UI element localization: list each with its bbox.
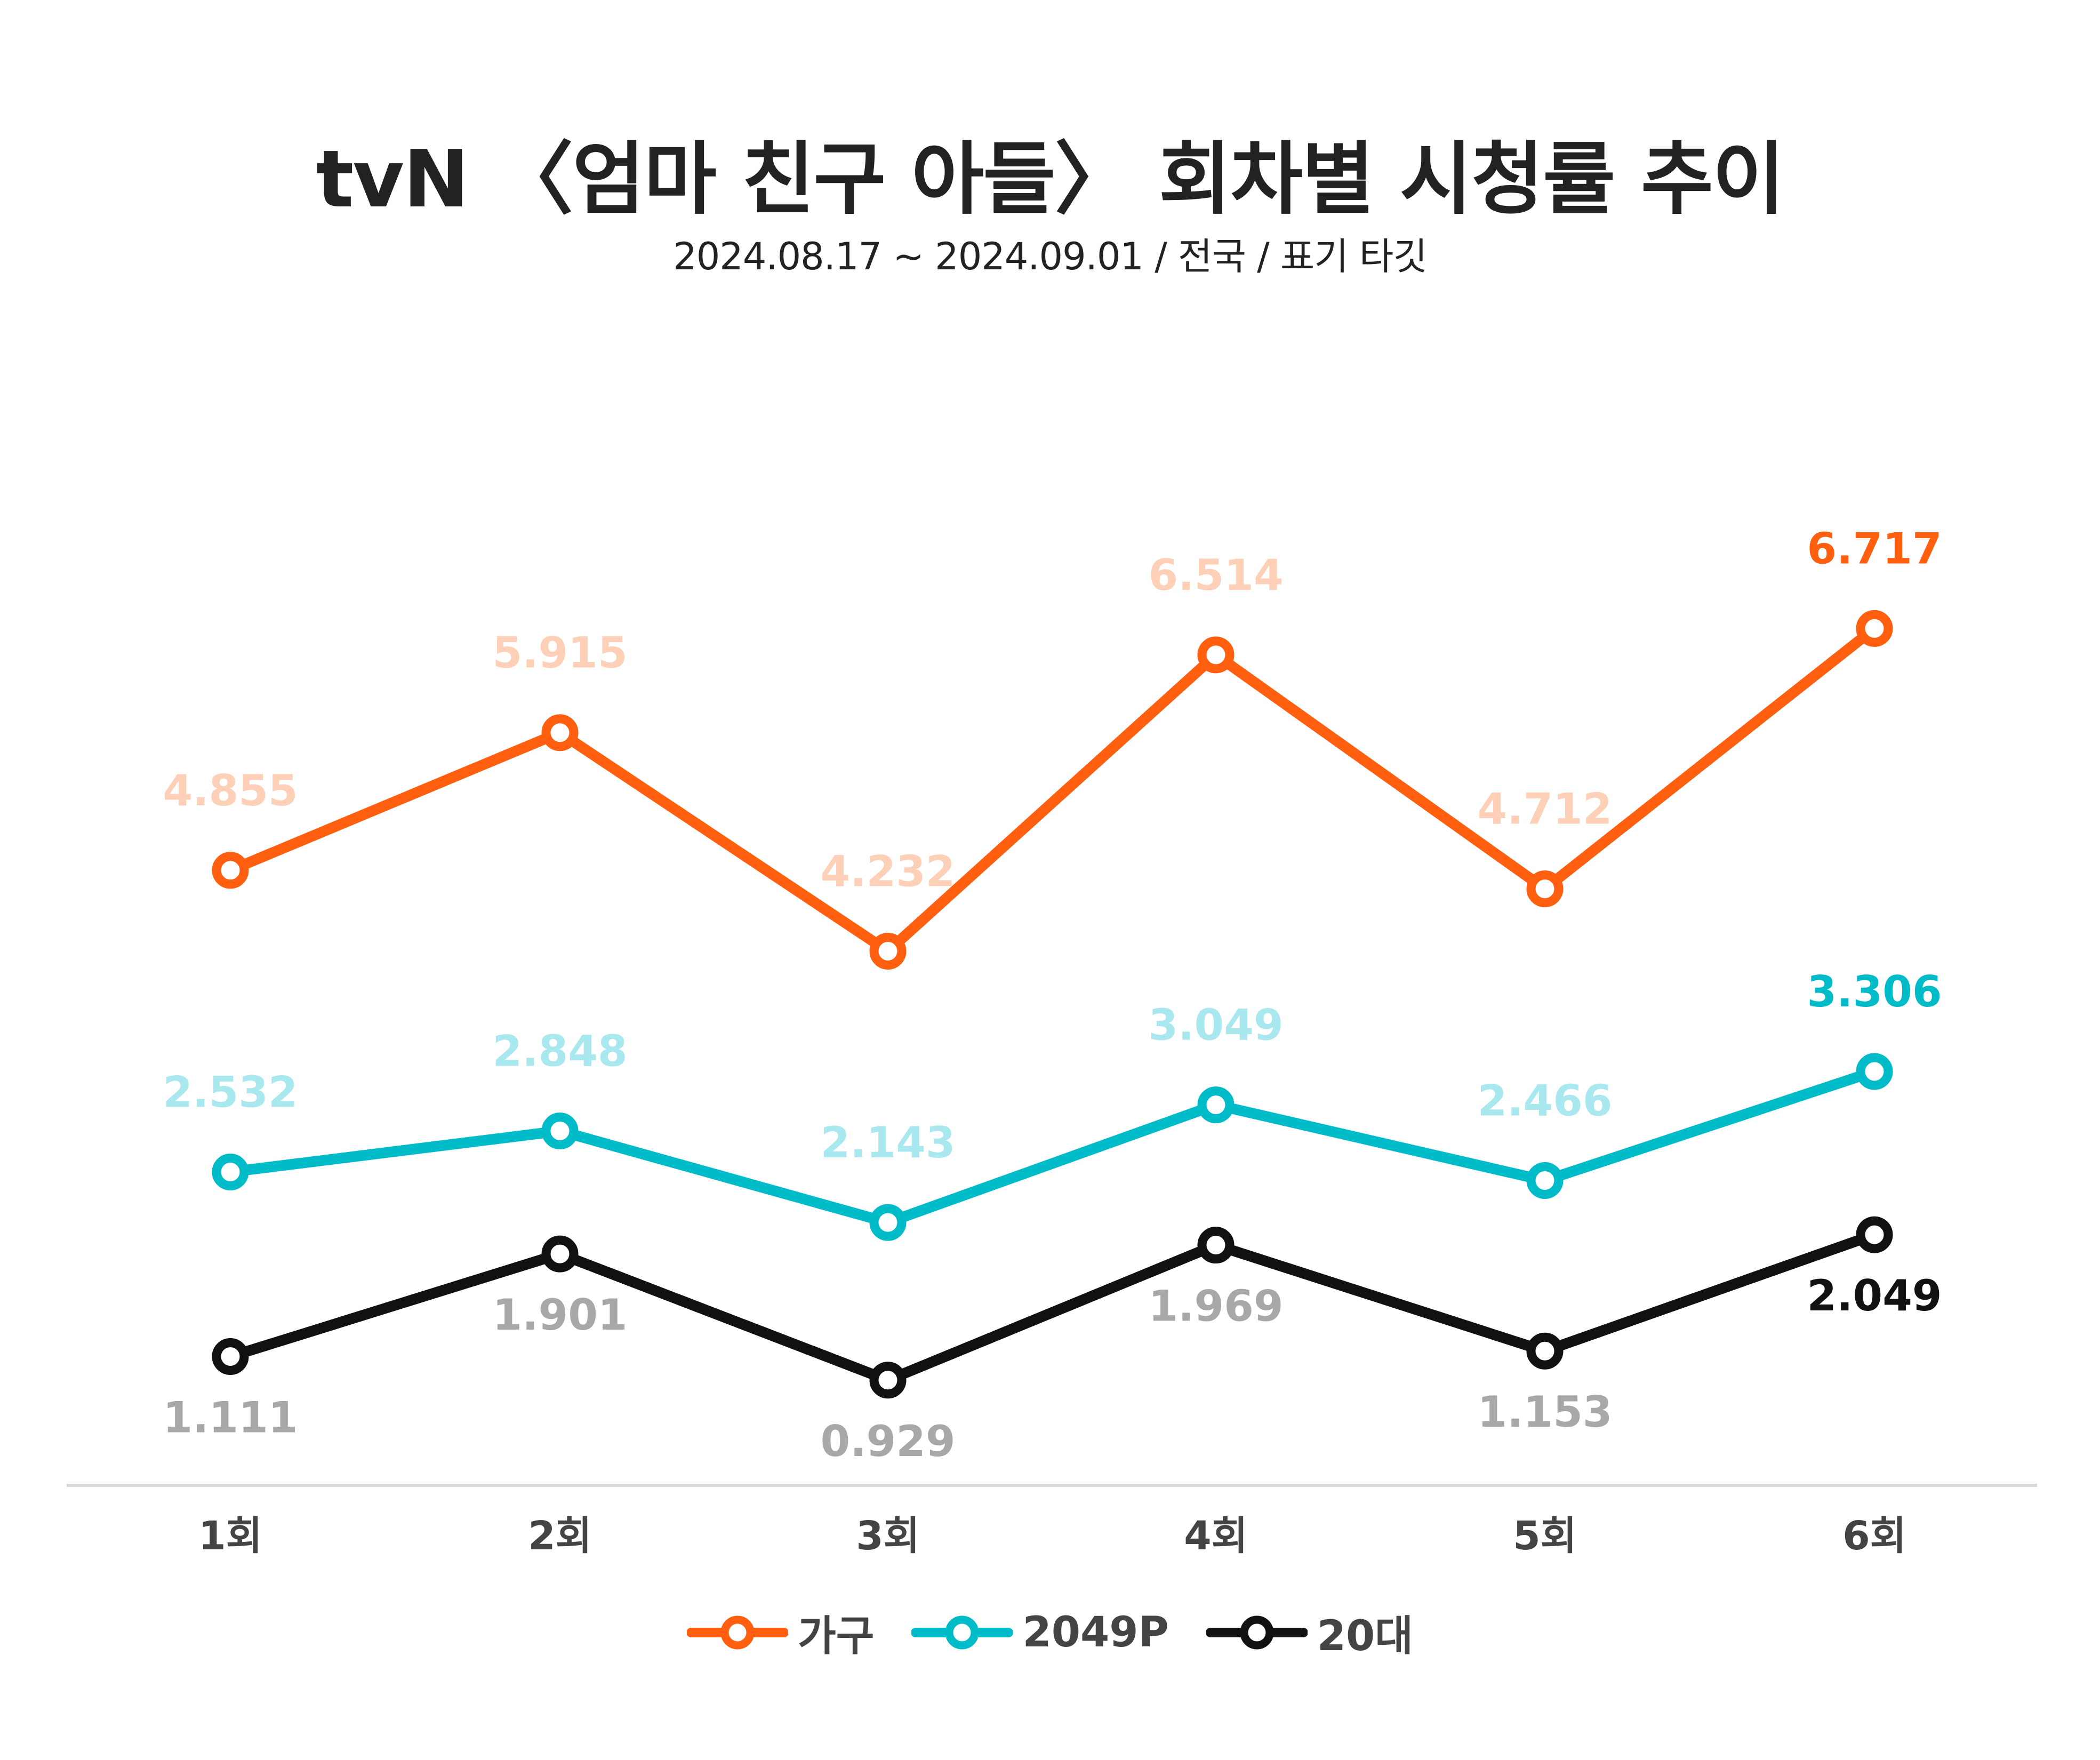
data-label: 2.532	[163, 1067, 298, 1117]
data-point	[869, 933, 907, 970]
data-label: 2.143	[820, 1118, 955, 1167]
data-label: 3.306	[1807, 967, 1942, 1017]
data-point	[1856, 1053, 1893, 1090]
data-point	[541, 1113, 579, 1150]
data-point	[212, 1338, 249, 1375]
data-label: 2.049	[1807, 1271, 1942, 1321]
legend-swatch	[1206, 1615, 1308, 1650]
data-point	[212, 852, 249, 889]
data-point	[1856, 1216, 1893, 1253]
legend-item: 2049P	[911, 1609, 1169, 1657]
data-point	[1526, 1162, 1564, 1199]
legend-swatch-marker	[1240, 1615, 1274, 1650]
chart-subtitle: 2024.08.17 ~ 2024.09.01 / 전국 / 표기 타깃	[673, 235, 1428, 278]
legend-swatch-marker	[945, 1615, 979, 1650]
x-tick-label: 6회	[1842, 1513, 1906, 1559]
data-label: 3.049	[1148, 1001, 1283, 1050]
data-point	[1526, 1332, 1564, 1370]
legend-swatch	[911, 1615, 1013, 1650]
data-point	[1856, 610, 1893, 647]
legend: 가구 2049P 20대	[0, 1603, 2100, 1662]
data-point	[1197, 636, 1235, 674]
data-label: 4.232	[820, 847, 955, 897]
data-point	[212, 1153, 249, 1190]
data-point	[869, 1362, 907, 1399]
data-label: 0.929	[820, 1417, 955, 1466]
data-label: 2.466	[1477, 1076, 1612, 1126]
legend-label: 가구	[797, 1612, 875, 1660]
series-line	[225, 1066, 1880, 1228]
data-label: 6.717	[1807, 524, 1942, 573]
data-label: 1.111	[163, 1393, 298, 1442]
legend-label: 2049P	[1022, 1609, 1169, 1657]
data-label: 4.712	[1477, 785, 1612, 834]
data-label: 1.969	[1148, 1282, 1283, 1331]
legend-swatch-marker	[720, 1615, 755, 1650]
data-point	[1526, 870, 1564, 908]
data-label: 6.514	[1148, 550, 1283, 600]
data-point	[869, 1204, 907, 1241]
legend-swatch	[686, 1615, 788, 1650]
data-label: 1.153	[1477, 1387, 1612, 1437]
legend-item: 가구	[686, 1603, 875, 1662]
legend-label: 20대	[1317, 1612, 1414, 1660]
data-point	[541, 1235, 579, 1273]
x-tick-label: 1회	[198, 1513, 262, 1559]
data-label: 1.901	[492, 1290, 627, 1340]
legend-item: 20대	[1206, 1603, 1413, 1662]
x-tick-label: 2회	[528, 1513, 592, 1559]
series-line	[225, 1229, 1880, 1386]
series-line	[225, 623, 1880, 957]
data-label: 4.855	[163, 766, 298, 815]
chart-title: tvN 〈엄마 친구 아들〉 회차별 시청률 추이	[316, 133, 1785, 225]
x-tick-label: 3회	[856, 1513, 920, 1559]
data-label: 2.848	[492, 1027, 627, 1076]
data-point	[1197, 1227, 1235, 1264]
data-point	[1197, 1086, 1235, 1124]
data-label: 5.915	[492, 628, 627, 678]
x-tick-label: 4회	[1184, 1513, 1248, 1559]
data-point	[541, 714, 579, 751]
x-tick-label: 5회	[1513, 1513, 1577, 1559]
